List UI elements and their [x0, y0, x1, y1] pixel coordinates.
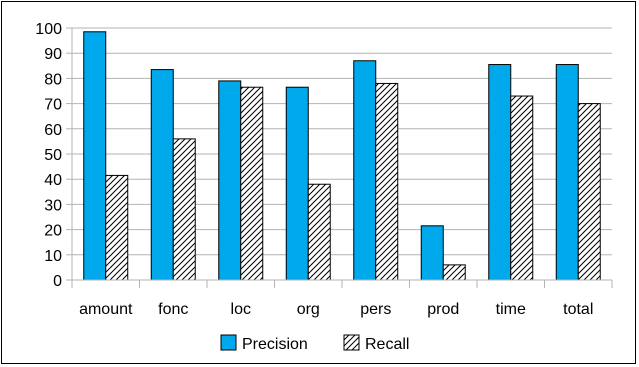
- y-tick-label: 100: [35, 21, 62, 38]
- legend-swatch-precision: [220, 334, 237, 351]
- legend: Precision Recall: [220, 334, 409, 353]
- y-axis-tick-labels: 0 10 20 30 40 50 60 70 80 90 100: [35, 21, 62, 290]
- x-tick-label: time: [496, 301, 526, 318]
- y-tick-label: 60: [44, 122, 62, 139]
- bar-recall-org: [307, 183, 331, 281]
- bar-recall-total: [577, 103, 601, 281]
- y-tick-label: 90: [44, 46, 62, 63]
- bar-precision-total: [555, 64, 579, 281]
- y-tick-label: 10: [44, 248, 62, 265]
- bar-precision-amount: [83, 31, 107, 281]
- bar-recall-fonc: [172, 138, 196, 281]
- legend-label-precision: Precision: [242, 336, 308, 353]
- y-tick-label: 70: [44, 97, 62, 114]
- y-tick-label: 40: [44, 172, 62, 189]
- bar-recall-loc: [240, 86, 264, 281]
- bar-precision-prod: [420, 225, 444, 281]
- axes: [71, 28, 613, 288]
- x-tick-label: org: [297, 301, 320, 318]
- legend-swatch-recall: [343, 334, 360, 351]
- bar-recall-amount: [105, 174, 129, 281]
- bar-precision-loc: [218, 80, 242, 281]
- y-tick-label: 20: [44, 223, 62, 240]
- y-tick-label: 0: [53, 273, 62, 290]
- bar-recall-prod: [442, 264, 466, 281]
- x-tick-label: amount: [79, 301, 133, 318]
- y-tick-label: 50: [44, 147, 62, 164]
- bar-recall-time: [510, 95, 534, 281]
- x-tick-label: loc: [231, 301, 251, 318]
- legend-label-recall: Recall: [365, 336, 409, 353]
- x-tick-label: total: [563, 301, 593, 318]
- bar-precision-pers: [353, 60, 377, 281]
- bar-precision-org: [285, 86, 309, 281]
- x-axis-tick-labels: amount fonc loc org pers prod time total: [79, 301, 593, 318]
- y-tick-label: 80: [44, 71, 62, 88]
- x-tick-label: fonc: [158, 301, 188, 318]
- bars: [83, 31, 601, 281]
- bar-precision-time: [488, 64, 512, 281]
- x-tick-label: pers: [360, 301, 391, 318]
- bar-recall-pers: [375, 82, 399, 281]
- bar-precision-fonc: [150, 69, 174, 281]
- y-tick-label: 30: [44, 197, 62, 214]
- x-tick-label: prod: [427, 301, 459, 318]
